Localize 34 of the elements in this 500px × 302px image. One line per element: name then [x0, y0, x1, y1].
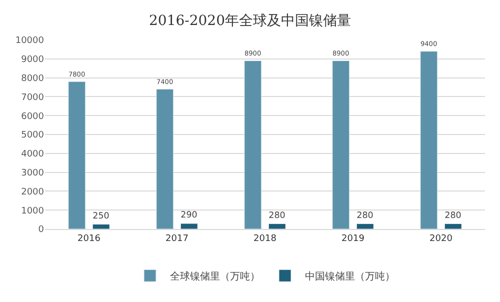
bar	[444, 223, 462, 229]
bar	[180, 223, 198, 229]
x-tick-label: 2020	[430, 234, 453, 244]
bar	[244, 60, 262, 229]
y-tick-label: 2000	[21, 187, 44, 198]
y-tick-label: 5000	[21, 130, 44, 141]
data-label: 290	[180, 210, 198, 221]
y-tick-label: 9000	[21, 55, 44, 66]
x-tick-label: 2017	[166, 234, 188, 244]
y-tick-label: 4000	[21, 150, 44, 160]
bar	[156, 88, 174, 229]
y-tick-label: 0	[38, 225, 44, 236]
legend-label: 全球镍储里（万吨）	[170, 270, 260, 283]
x-tick-label: 2019	[342, 234, 365, 244]
x-tick-label: 2018	[254, 234, 277, 244]
y-tick-label: 6000	[21, 112, 44, 122]
y-tick-label: 1000	[21, 206, 44, 216]
chart-title: 2016-2020年全球及中国镍储量	[149, 12, 351, 29]
y-tick-label: 3000	[21, 168, 44, 178]
bar	[332, 60, 350, 229]
bar	[356, 223, 374, 229]
legend-label: 中国镍储里（万吨）	[305, 270, 395, 283]
data-label: 280	[444, 210, 462, 221]
bar	[420, 51, 438, 229]
y-tick-label: 10000	[15, 36, 44, 46]
data-label: 250	[92, 211, 110, 222]
data-label: 280	[268, 210, 286, 221]
x-tick-label: 2016	[78, 234, 101, 244]
bar	[268, 223, 286, 229]
bar	[92, 224, 110, 229]
y-tick-label: 7000	[21, 92, 44, 103]
y-tick-label: 8000	[21, 74, 44, 84]
bar	[68, 81, 86, 229]
data-label: 280	[356, 210, 374, 221]
